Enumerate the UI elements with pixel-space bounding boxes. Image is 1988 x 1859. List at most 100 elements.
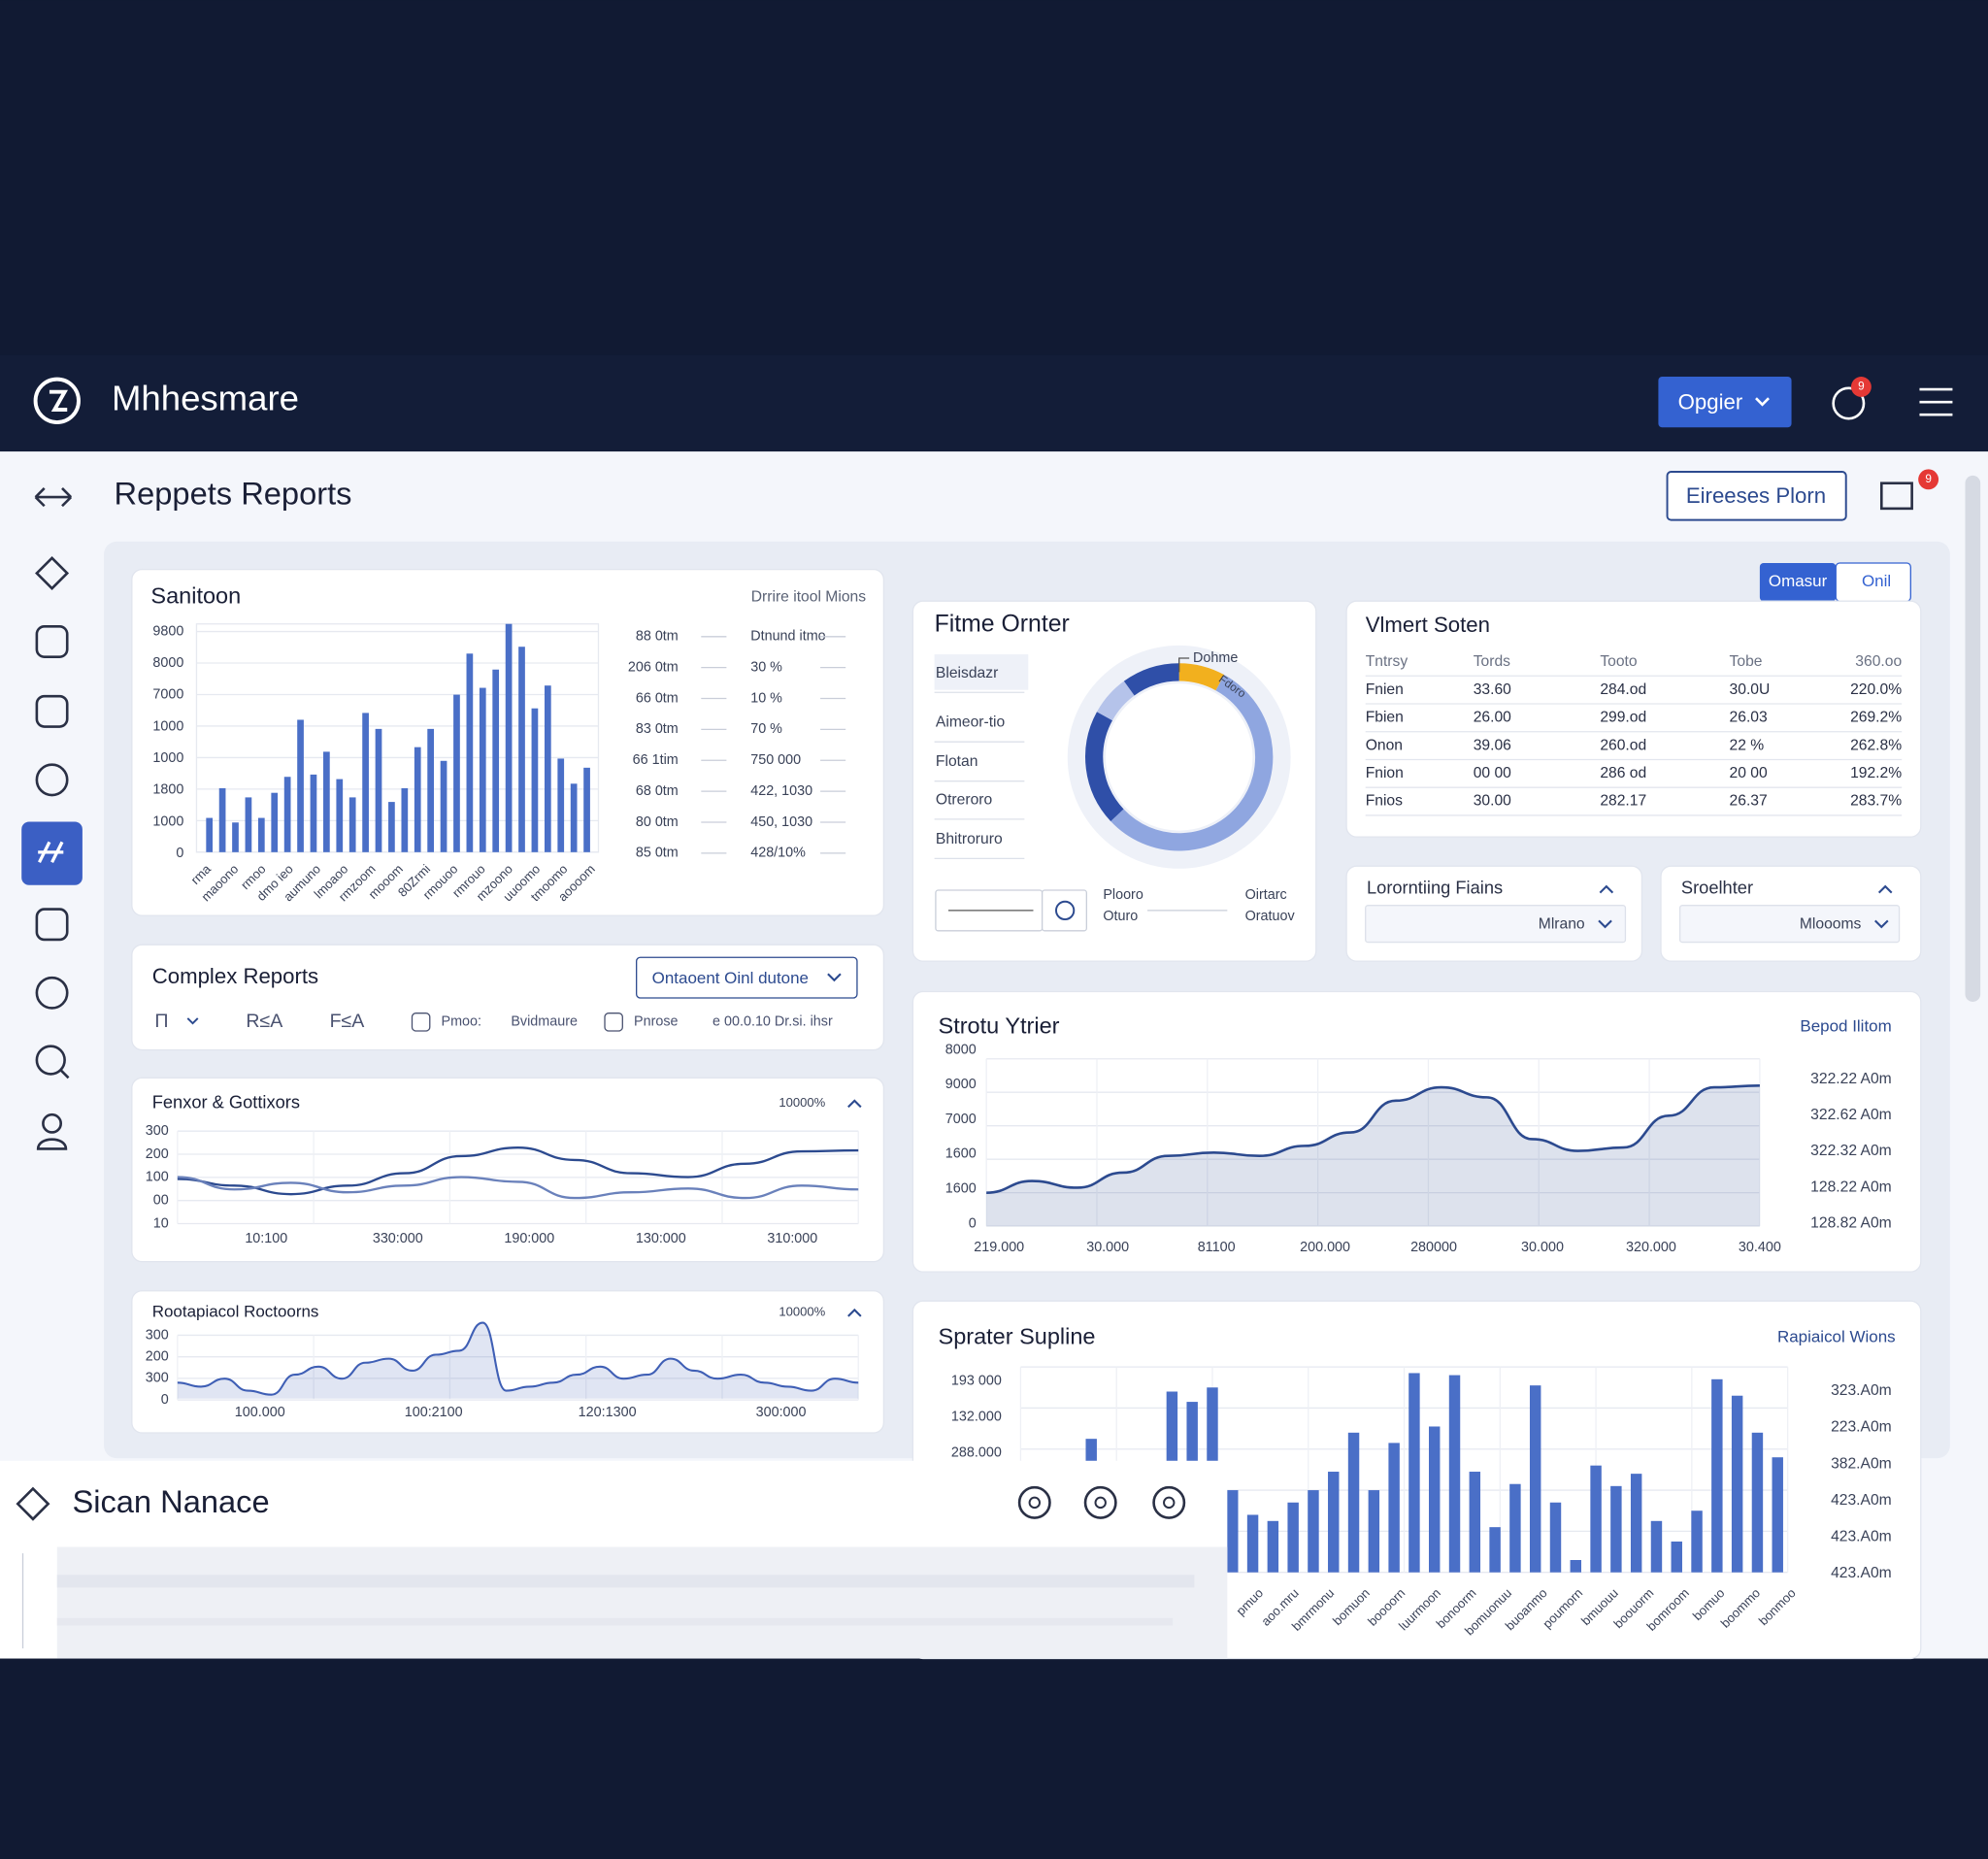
table-cell: 269.2% xyxy=(1850,710,1902,726)
action-label: Eireeses Plorn xyxy=(1686,483,1826,508)
chevron[interactable] xyxy=(847,1308,862,1317)
side-value: 80 0tm xyxy=(636,814,679,830)
bar xyxy=(531,708,539,852)
list-item: Flotan xyxy=(936,753,978,770)
side-value: 68 0tm xyxy=(636,783,679,799)
scrollbar[interactable] xyxy=(1965,475,1981,1002)
x-label: 30.000 xyxy=(1086,1240,1129,1255)
action-button[interactable] xyxy=(1666,471,1847,521)
side-value: 88 0tm xyxy=(636,629,679,645)
nav-icon[interactable] xyxy=(35,908,69,942)
x-label: 30.400 xyxy=(1739,1240,1781,1255)
nav-icon[interactable] xyxy=(42,1112,62,1134)
chevron xyxy=(186,1017,199,1025)
table-cell: 262.8% xyxy=(1850,737,1902,753)
overlay-title: Sican Nanace xyxy=(72,1483,269,1519)
nav-icon[interactable] xyxy=(35,694,69,728)
overlay-action[interactable] xyxy=(1152,1485,1186,1519)
bar xyxy=(1388,1443,1400,1573)
bar xyxy=(1549,1502,1562,1573)
chevron[interactable] xyxy=(1599,884,1614,894)
x-label: 120:1300 xyxy=(579,1405,637,1420)
x-label: 10:100 xyxy=(245,1231,287,1246)
line xyxy=(986,1084,1760,1194)
notification-icon[interactable] xyxy=(1832,386,1866,420)
tool: e 00.0.10 Dr.si. ihsr xyxy=(712,1014,833,1030)
toggle-on[interactable] xyxy=(1759,563,1837,602)
tray-icon[interactable] xyxy=(1879,481,1913,511)
input-button[interactable] xyxy=(1041,889,1087,932)
nav-icon[interactable] xyxy=(34,487,73,508)
table-cell: 26.03 xyxy=(1730,710,1768,726)
badge-text: 10000% xyxy=(779,1095,825,1110)
y-label: 7000 xyxy=(152,687,183,703)
x-label: 190:000 xyxy=(504,1231,554,1246)
bar xyxy=(414,747,421,852)
dropdown[interactable] xyxy=(1365,905,1627,944)
table-header: Tntrsy xyxy=(1366,653,1408,670)
chevron[interactable] xyxy=(847,1099,862,1109)
bar xyxy=(1671,1541,1682,1573)
card-title: Fitme Ornter xyxy=(935,612,1070,638)
dropdown-value: Ontaoent Oinl dutone xyxy=(652,969,809,987)
table-cell: 192.2% xyxy=(1850,765,1902,781)
donut-hole-bg xyxy=(1105,683,1253,831)
table-cell: 260.od xyxy=(1600,737,1646,753)
bar xyxy=(1469,1472,1481,1573)
chevron[interactable] xyxy=(827,973,842,982)
bar xyxy=(1691,1510,1703,1573)
filter-title: Sroelhter xyxy=(1681,878,1753,898)
x-label: 200.000 xyxy=(1300,1240,1350,1255)
card xyxy=(131,1077,885,1263)
overlay-action-dot xyxy=(1163,1496,1176,1510)
hamburger[interactable] xyxy=(1919,387,1953,416)
badge-count: 9 xyxy=(1925,473,1932,485)
tool-icon xyxy=(604,1012,623,1032)
panels: Sanitoon Drrire itool Mions 9800 8000 7000 10… xyxy=(0,562,1922,1660)
side-label: 450, 1030 xyxy=(750,814,812,830)
side-value: 66 0tm xyxy=(636,690,679,706)
side-label: Dtnund itmo xyxy=(750,629,825,645)
dropdown-value: Mloooms xyxy=(1800,915,1862,932)
bar xyxy=(1408,1373,1420,1573)
table-cell: 00 00 xyxy=(1474,765,1511,781)
table-cell: 220.0% xyxy=(1850,681,1902,698)
table-cell: 30.00 xyxy=(1474,793,1511,810)
nav-icon[interactable] xyxy=(35,625,69,658)
chevron[interactable] xyxy=(1874,919,1889,929)
bar xyxy=(362,713,369,852)
overlay-action[interactable] xyxy=(1017,1485,1051,1519)
chevron[interactable] xyxy=(1598,919,1612,929)
side-label: 70 % xyxy=(750,721,782,737)
tool: Pnrose xyxy=(634,1014,679,1030)
bar xyxy=(297,719,304,852)
dropdown[interactable] xyxy=(636,956,858,999)
chevron[interactable] xyxy=(1877,884,1893,894)
y-label: 10 xyxy=(153,1215,169,1231)
dropdown[interactable] xyxy=(1678,905,1901,944)
overlay-row xyxy=(56,1575,1195,1588)
overlay-action[interactable] xyxy=(1083,1485,1117,1519)
bar xyxy=(1731,1395,1743,1573)
overlay-icon xyxy=(16,1486,50,1521)
nav-icon[interactable] xyxy=(35,976,69,1010)
nav-icon[interactable] xyxy=(35,555,70,591)
bar xyxy=(375,728,382,852)
x-label: 320.000 xyxy=(1626,1240,1676,1255)
side-label: 750 000 xyxy=(750,752,801,768)
nav-icon xyxy=(38,841,64,864)
menu-button[interactable] xyxy=(1658,377,1792,428)
donut-segment xyxy=(1110,675,1274,851)
nav-icon xyxy=(36,1138,68,1150)
nav-icon[interactable] xyxy=(35,763,69,797)
page-title: Reppets Reports xyxy=(115,475,352,511)
bar xyxy=(336,779,344,852)
bar xyxy=(1328,1472,1340,1573)
bar xyxy=(1267,1520,1279,1573)
bar xyxy=(1246,1514,1259,1573)
footer-text: Oratuov xyxy=(1245,909,1296,924)
y-label: 193 000 xyxy=(951,1373,1002,1388)
nav-icon[interactable] xyxy=(35,1045,66,1076)
side-label: 30 % xyxy=(750,659,782,675)
bar xyxy=(518,647,525,852)
